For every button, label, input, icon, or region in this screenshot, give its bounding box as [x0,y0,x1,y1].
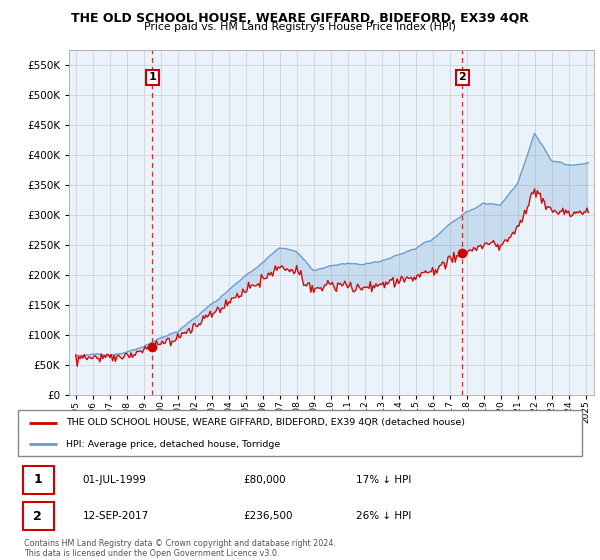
Text: 12-SEP-2017: 12-SEP-2017 [83,511,149,521]
Bar [23,466,53,494]
Text: 2: 2 [34,510,42,523]
Text: Contains HM Land Registry data © Crown copyright and database right 2024.
This d: Contains HM Land Registry data © Crown c… [24,539,336,558]
Text: 2: 2 [458,72,466,82]
Text: THE OLD SCHOOL HOUSE, WEARE GIFFARD, BIDEFORD, EX39 4QR: THE OLD SCHOOL HOUSE, WEARE GIFFARD, BID… [71,12,529,25]
Text: 26% ↓ HPI: 26% ↓ HPI [356,511,412,521]
Text: 1: 1 [34,473,42,487]
Text: THE OLD SCHOOL HOUSE, WEARE GIFFARD, BIDEFORD, EX39 4QR (detached house): THE OLD SCHOOL HOUSE, WEARE GIFFARD, BID… [66,418,465,427]
Text: 01-JUL-1999: 01-JUL-1999 [83,475,147,485]
Text: 1: 1 [148,72,156,82]
Text: 17% ↓ HPI: 17% ↓ HPI [356,475,412,485]
Text: HPI: Average price, detached house, Torridge: HPI: Average price, detached house, Torr… [66,440,280,449]
Text: £236,500: £236,500 [244,511,293,521]
Text: £80,000: £80,000 [244,475,286,485]
Bar [23,502,53,530]
Text: Price paid vs. HM Land Registry's House Price Index (HPI): Price paid vs. HM Land Registry's House … [144,22,456,32]
